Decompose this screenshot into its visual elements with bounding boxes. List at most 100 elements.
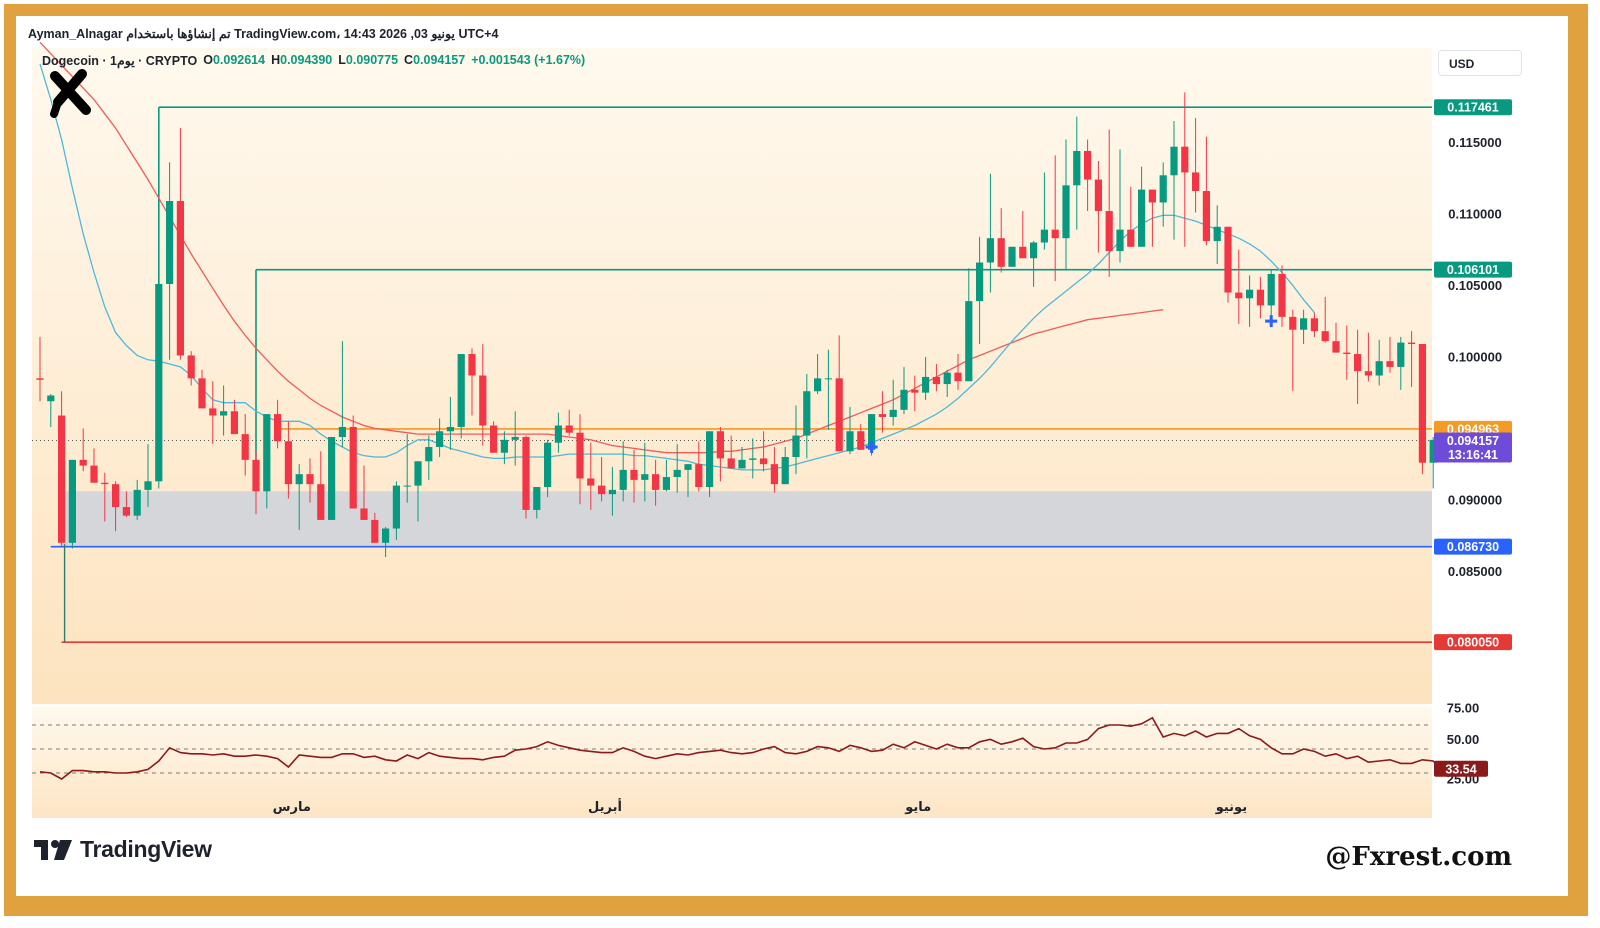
candle	[997, 208, 1005, 273]
candle-body	[878, 414, 886, 417]
candle	[263, 414, 271, 509]
candle	[371, 512, 379, 543]
candle-body	[1418, 344, 1426, 463]
rsi-value-badge	[1434, 760, 1488, 777]
candle	[1008, 246, 1016, 267]
candle-body	[47, 395, 55, 402]
candle-body	[911, 389, 919, 393]
candle-body	[1019, 246, 1027, 259]
candle	[1375, 339, 1383, 386]
time-tick-label: يونيو	[1215, 800, 1247, 815]
candle	[911, 375, 919, 412]
candle	[1224, 226, 1232, 303]
candle-body	[1408, 342, 1416, 345]
candle-body	[1170, 146, 1178, 176]
candle	[1386, 336, 1394, 373]
candle	[382, 527, 390, 558]
change-value: +0.001543 (+1.67%)	[471, 53, 586, 67]
candle	[814, 354, 822, 395]
candle	[1084, 139, 1092, 212]
candle-body	[954, 372, 962, 382]
candle	[1213, 205, 1221, 264]
candle	[1289, 309, 1297, 392]
cross-marker-1	[865, 440, 878, 453]
candle-body	[727, 458, 735, 469]
candle	[954, 354, 962, 390]
candle-body	[738, 459, 746, 469]
candle-body	[317, 484, 325, 520]
candle	[1019, 211, 1027, 259]
candle	[68, 459, 76, 549]
candle	[738, 446, 746, 469]
candle-body	[1224, 226, 1232, 293]
candle	[695, 441, 703, 492]
rsi-pane-background	[32, 706, 1527, 818]
candle	[1332, 322, 1340, 353]
candle-body	[760, 458, 768, 465]
candle-body	[220, 411, 228, 416]
candle-body	[479, 375, 487, 426]
candle-body	[155, 283, 163, 482]
candle	[1040, 172, 1048, 250]
candle-body	[392, 485, 400, 529]
candle-body	[1321, 331, 1329, 342]
candle	[1256, 276, 1264, 319]
candle-body	[716, 431, 724, 459]
candle	[1408, 331, 1416, 387]
candle	[90, 448, 98, 483]
candle	[1094, 160, 1102, 253]
candle	[554, 412, 562, 453]
candle	[1202, 136, 1210, 246]
demand-zone	[59, 491, 1433, 547]
candle	[857, 424, 865, 450]
candle-body	[1008, 246, 1016, 267]
candle	[479, 344, 487, 446]
candle-body	[770, 464, 778, 485]
candle-body	[263, 414, 271, 492]
candle-body	[835, 378, 843, 452]
candle-body	[1310, 318, 1318, 332]
candle	[220, 385, 228, 436]
last-price-badge	[1434, 432, 1512, 463]
price-axis-background	[1432, 48, 1527, 704]
symbol-name[interactable]: Dogecoin · 1يوم · CRYPTO	[42, 54, 198, 68]
candle	[317, 451, 325, 520]
last-price-badge-value: 0.094157	[1447, 434, 1499, 448]
candle-body	[792, 435, 800, 457]
candle	[706, 431, 714, 498]
candle	[1051, 155, 1059, 282]
candle	[47, 394, 55, 427]
open-label: O	[203, 53, 213, 67]
candle-body	[943, 372, 951, 385]
candle-body	[662, 477, 670, 490]
candle-body	[673, 469, 681, 478]
candle-body	[284, 441, 292, 485]
candle-body	[1127, 229, 1135, 247]
candle-body	[1105, 211, 1113, 252]
candle	[1310, 312, 1318, 337]
currency-button[interactable]: USD	[1438, 50, 1522, 76]
candle	[598, 457, 606, 502]
candle	[1418, 344, 1426, 475]
candle	[587, 442, 595, 510]
candle	[403, 434, 411, 503]
candle	[878, 391, 886, 433]
candle	[166, 162, 174, 360]
level-badge-text-resistance-mid: 0.106101	[1447, 263, 1499, 277]
candle	[1127, 186, 1135, 247]
candle	[306, 458, 314, 503]
candle-body	[500, 439, 508, 453]
candle-body	[695, 464, 703, 488]
candle	[414, 461, 422, 522]
candle	[1429, 436, 1437, 489]
candle	[727, 435, 735, 469]
candle	[716, 426, 724, 482]
candle	[328, 436, 336, 520]
candle	[1170, 120, 1178, 240]
candle-body	[144, 481, 152, 490]
candle	[187, 351, 195, 386]
close-value: 0.094157	[413, 53, 466, 67]
candle	[1235, 249, 1243, 325]
candle-body	[630, 469, 638, 480]
